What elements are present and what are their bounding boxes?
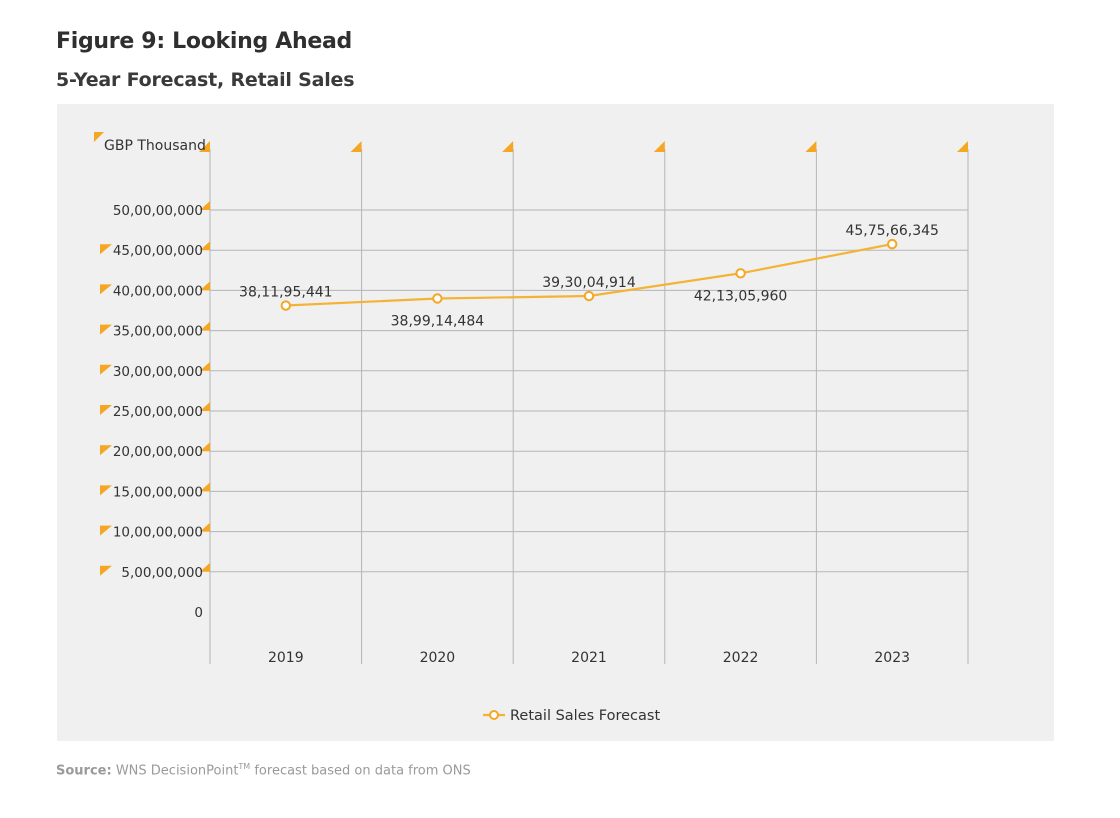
y-tick-label: 50,00,00,000 — [113, 203, 203, 219]
axis-marker — [200, 241, 210, 251]
x-tick-label: 2023 — [874, 650, 910, 666]
y-tick-label: 20,00,00,000 — [113, 444, 203, 460]
axis-marker — [100, 565, 112, 576]
figure-subtitle: 5-Year Forecast, Retail Sales — [56, 69, 355, 91]
line-chart: GBP Thousand 0 5,00,00,000 10,00,00,000 15,0… — [94, 132, 969, 724]
data-label: 38,99,14,484 — [391, 314, 485, 330]
corner-marker — [653, 141, 665, 152]
trademark-mark: TM — [238, 762, 251, 771]
data-point — [887, 238, 898, 250]
y-tick-label: 0 — [194, 605, 203, 621]
y-tick-label: 35,00,00,000 — [113, 324, 203, 340]
legend-swatch-marker — [489, 710, 499, 720]
axis-marker — [100, 445, 112, 456]
data-label: 39,30,04,914 — [542, 275, 636, 291]
source-label: Source: — [56, 763, 112, 779]
chart-panel: GBP Thousand 0 5,00,00,000 10,00,00,000 15,0… — [57, 104, 1054, 741]
axis-marker — [100, 244, 112, 255]
axis-marker — [100, 485, 112, 496]
axis-marker — [200, 482, 210, 492]
axis-marker — [100, 364, 112, 375]
data-point — [583, 290, 595, 302]
axis-marker — [100, 525, 112, 536]
source-text: WNS DecisionPoint — [115, 763, 239, 779]
data-label: 42,13,05,960 — [694, 288, 788, 304]
y-tick-label: 25,00,00,000 — [113, 404, 203, 420]
y-tick-label: 45,00,00,000 — [113, 243, 203, 259]
axis-marker — [200, 442, 210, 452]
data-label: 38,11,95,441 — [239, 285, 333, 301]
corner-marker — [199, 141, 210, 152]
figure-title: Figure 9: Looking Ahead — [56, 29, 352, 54]
data-point — [735, 268, 746, 279]
axis-marker — [200, 402, 210, 411]
axis-marker — [200, 281, 210, 291]
x-tick-label: 2021 — [571, 650, 607, 666]
data-point — [280, 300, 292, 311]
x-tick-label: 2020 — [420, 650, 456, 666]
corner-marker — [957, 141, 968, 152]
axis-marker — [94, 132, 104, 142]
y-tick-label: 30,00,00,000 — [113, 364, 203, 380]
axis-marker — [200, 321, 210, 331]
source-text-after: forecast based on data from ONS — [250, 763, 471, 779]
axis-marker — [200, 522, 210, 532]
corner-marker — [350, 141, 362, 152]
y-axis-label: GBP Thousand — [104, 138, 206, 154]
axis-marker — [200, 201, 210, 210]
x-tick-label: 2019 — [268, 650, 304, 666]
y-tick-label: 10,00,00,000 — [113, 525, 203, 541]
x-tick-label: 2022 — [723, 650, 759, 666]
axis-marker — [100, 405, 112, 415]
data-point — [432, 293, 443, 304]
axis-marker — [200, 361, 210, 371]
axis-marker — [100, 284, 112, 295]
data-label: 45,75,66,345 — [845, 223, 939, 239]
corner-marker — [805, 141, 817, 152]
corner-marker — [502, 141, 514, 152]
source-note: Source: WNS DecisionPointTM forecast bas… — [56, 762, 471, 778]
axis-marker — [200, 562, 210, 572]
y-tick-label: 5,00,00,000 — [121, 565, 203, 581]
axis-marker — [100, 324, 112, 335]
y-tick-label: 15,00,00,000 — [113, 484, 203, 500]
y-tick-label: 40,00,00,000 — [113, 283, 203, 299]
legend-label: Retail Sales Forecast — [510, 708, 660, 724]
